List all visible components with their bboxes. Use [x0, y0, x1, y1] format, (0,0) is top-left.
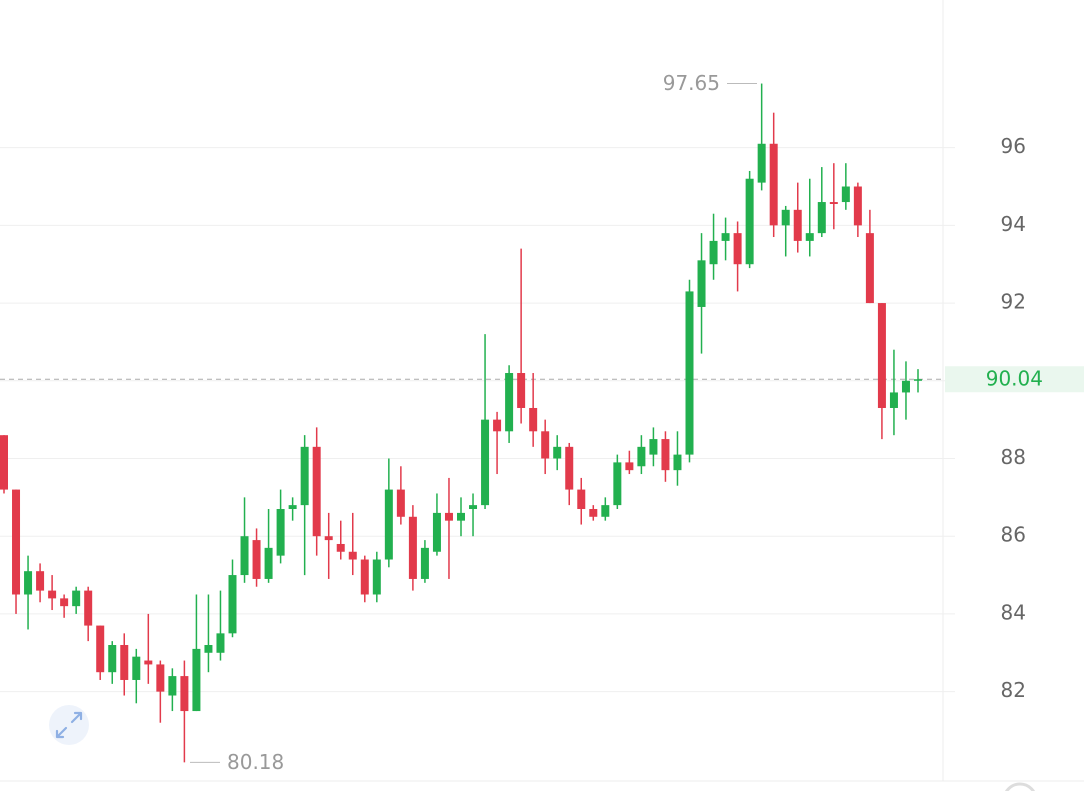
candle-body [721, 233, 730, 241]
candle-body [589, 509, 598, 517]
y-tick-label: 92 [1001, 290, 1026, 314]
candle-body [697, 260, 706, 307]
candle-body [324, 536, 333, 541]
candle-body [420, 547, 429, 579]
candle-body [444, 512, 453, 521]
candle-body [601, 505, 610, 517]
expand-icon[interactable] [55, 711, 83, 739]
min-label: 80.18 [227, 750, 284, 774]
expand-button[interactable] [49, 705, 89, 745]
candle-body [36, 571, 45, 591]
candle-body [432, 512, 441, 552]
y-tick-label: 96 [1001, 134, 1026, 158]
candle-body [841, 186, 850, 203]
candle-body [108, 645, 117, 673]
y-tick-label: 84 [1001, 600, 1026, 624]
candle-body [408, 516, 417, 579]
candle-body [529, 407, 538, 432]
candle-body [829, 202, 838, 204]
candle-body [709, 240, 718, 265]
last-price-bg [945, 366, 1084, 393]
candle-body [360, 559, 369, 595]
candle-body [336, 543, 345, 552]
candle-body [372, 559, 381, 595]
candle-body [469, 505, 478, 510]
candle-body [481, 419, 490, 506]
candle-body [745, 178, 754, 265]
candle-body [180, 676, 189, 712]
candle-body [120, 645, 129, 680]
candle-body [637, 446, 646, 467]
candle-body [625, 462, 634, 471]
corner-icon [1004, 782, 1036, 791]
candle-body [649, 439, 658, 455]
candle-body [168, 676, 177, 696]
candle-body [396, 489, 405, 517]
candle-body [613, 462, 622, 506]
y-tick-label: 94 [1001, 212, 1026, 236]
candle-body [661, 439, 670, 471]
candle-body [228, 575, 237, 634]
candle-body [276, 509, 285, 556]
candle-body [12, 489, 21, 595]
candle-body [288, 505, 297, 510]
candle-body [553, 446, 562, 459]
candle-body [24, 571, 33, 595]
candle-body [865, 233, 874, 304]
expand-bg[interactable] [49, 705, 89, 745]
candle-body [60, 598, 69, 607]
candle-body [901, 380, 910, 393]
candle-body [192, 648, 201, 712]
candle-body [156, 664, 165, 692]
candle-body [817, 202, 826, 234]
y-tick-label: 88 [1001, 445, 1026, 469]
candle-body [685, 291, 694, 455]
candle-body [144, 660, 153, 665]
candle-body [517, 373, 526, 408]
y-tick-label: 86 [1001, 523, 1026, 547]
candle-body [805, 233, 814, 241]
candle-body [914, 379, 922, 381]
candle-body [889, 392, 898, 408]
candle-body [733, 233, 742, 265]
candle-body [565, 446, 574, 490]
candle-body [240, 536, 249, 576]
candle-body [48, 590, 57, 599]
candle-body [769, 143, 778, 226]
last-price-label: 90.04 [986, 367, 1043, 391]
candle-body [312, 446, 321, 537]
max-label: 97.65 [663, 71, 720, 95]
candle-body [853, 186, 862, 226]
candle-body [216, 633, 225, 653]
candle-body [673, 454, 682, 471]
candle-body [204, 645, 213, 653]
candle-body [457, 512, 465, 521]
candle-body [264, 547, 273, 579]
candle-body [132, 656, 141, 680]
candle-body [541, 431, 550, 459]
candle-body [577, 489, 586, 510]
candle-body [493, 419, 502, 432]
candle-body [781, 209, 790, 226]
candle-body [252, 540, 261, 579]
candle-body [72, 590, 81, 607]
candle-body [0, 435, 8, 490]
candle-body [84, 590, 93, 626]
candle-body [505, 373, 514, 432]
y-tick-label: 82 [1001, 678, 1026, 702]
candle-body [96, 625, 105, 673]
candle-body [348, 551, 357, 560]
candle-body [384, 489, 393, 560]
candle-body [757, 143, 766, 183]
candle-body [793, 209, 802, 241]
candle-body [877, 303, 886, 408]
candle-body [300, 446, 309, 506]
